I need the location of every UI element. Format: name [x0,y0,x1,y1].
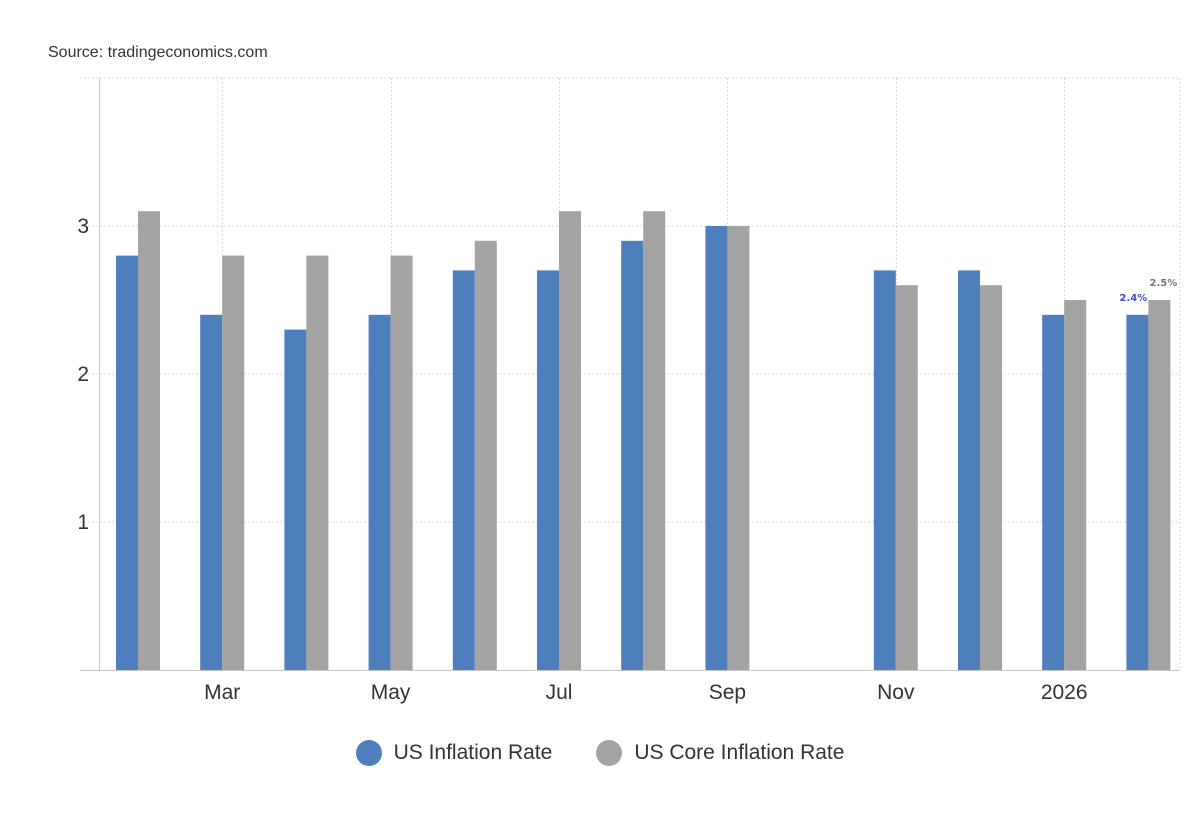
x-tick-label: May [371,681,411,704]
bar-us-inflation-rate [705,226,728,670]
bar-us-core-inflation-rate [727,226,750,670]
legend-swatch-us-inflation-rate [355,740,382,766]
x-tick-label: Mar [204,681,240,704]
bar-us-inflation-rate [284,329,307,670]
bar-us-inflation-rate [1126,314,1149,670]
x-tick-label: Nov [877,681,915,704]
bar-us-core-inflation-rate [895,285,918,670]
bar-us-core-inflation-rate [222,255,245,670]
bar-us-inflation-rate [200,314,223,670]
x-tick-label: 2026 [1041,681,1088,704]
legend: US Inflation Rate US Core Inflation Rate [0,740,1200,766]
data-label: 2.5% [1150,278,1178,289]
bar-us-core-inflation-rate [306,255,329,670]
bar-us-core-inflation-rate [1064,300,1087,670]
bar-us-inflation-rate [873,270,896,670]
bar-chart: 1 2 3 Mar May Jul Sep Nov 2026 2.4%2.5% [77,77,1181,704]
bar-us-inflation-rate [452,270,475,670]
bar-us-core-inflation-rate [390,255,413,670]
bar-us-inflation-rate [958,270,980,670]
bar-us-core-inflation-rate [474,240,497,671]
legend-label-us-inflation-rate: US Inflation Rate [393,741,553,764]
source-text: Source: tradingeconomics.com [48,44,268,61]
bar-us-core-inflation-rate [559,211,581,670]
bar-us-core-inflation-rate [643,211,666,670]
data-label: 2.4% [1120,293,1148,304]
x-tick-label: Jul [546,681,573,704]
legend-swatch-us-core-inflation-rate [596,740,623,766]
bar-us-inflation-rate [621,240,644,671]
legend-label-us-core-inflation-rate: US Core Inflation Rate [634,741,845,764]
legend-item-us-core-inflation-rate[interactable]: US Core Inflation Rate [596,740,844,766]
legend-item-us-inflation-rate[interactable]: US Inflation Rate [355,740,553,766]
bar-us-core-inflation-rate [1148,300,1171,670]
bar-us-inflation-rate [116,255,138,670]
bar-us-core-inflation-rate [980,285,1002,670]
x-tick-label: Sep [709,681,746,704]
y-tick-label: 3 [77,215,89,238]
bar-us-inflation-rate [1042,314,1065,670]
bar-us-inflation-rate [537,270,559,670]
bar-us-core-inflation-rate [138,211,160,670]
bar-us-inflation-rate [368,314,391,670]
y-tick-label: 1 [77,511,89,534]
y-tick-label: 2 [77,363,89,386]
